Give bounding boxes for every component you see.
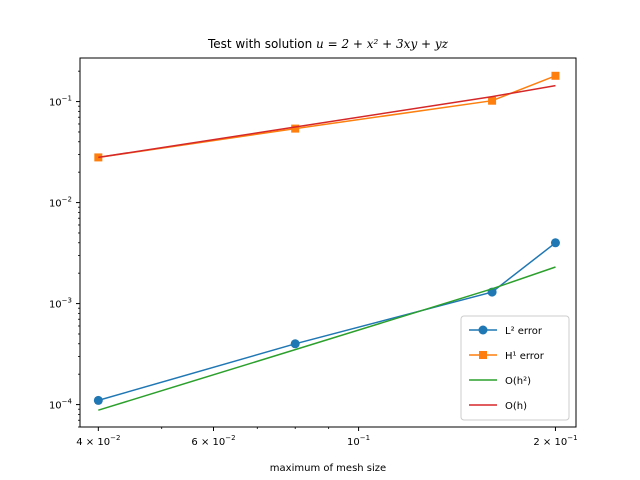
legend-frame <box>460 315 570 421</box>
legend-label: O(h²) <box>505 376 531 387</box>
x-tick-label: 6 × 10−2 <box>191 434 235 448</box>
series-line-2 <box>98 266 556 411</box>
legend-label: O(h) <box>505 401 527 412</box>
legend: L² error H¹ error O(h²) O(h) <box>460 315 570 421</box>
x-axis-label: maximum of mesh size <box>270 463 386 474</box>
plot-area <box>93 71 560 411</box>
data-point <box>93 395 103 405</box>
series-line-0 <box>98 242 556 402</box>
x-axis: 4 × 10−2 6 × 10−2 10−1 2 × 10−1 <box>76 427 578 448</box>
data-point <box>488 96 497 105</box>
x-tick-label: 4 × 10−2 <box>76 434 120 448</box>
data-point <box>290 339 300 349</box>
series-line-1 <box>98 75 556 159</box>
data-point <box>551 71 560 80</box>
series-line-3 <box>98 84 556 159</box>
legend-marker <box>478 325 488 335</box>
chart-title: Test with solution u = 2 + x² + 3xy + yz <box>207 37 449 51</box>
legend-marker <box>479 351 487 359</box>
legend-label: L² error <box>505 326 543 337</box>
legend-label: H¹ error <box>505 351 545 362</box>
data-point <box>291 124 300 133</box>
x-tick-label: 2 × 10−1 <box>533 434 577 448</box>
data-point <box>550 238 560 248</box>
